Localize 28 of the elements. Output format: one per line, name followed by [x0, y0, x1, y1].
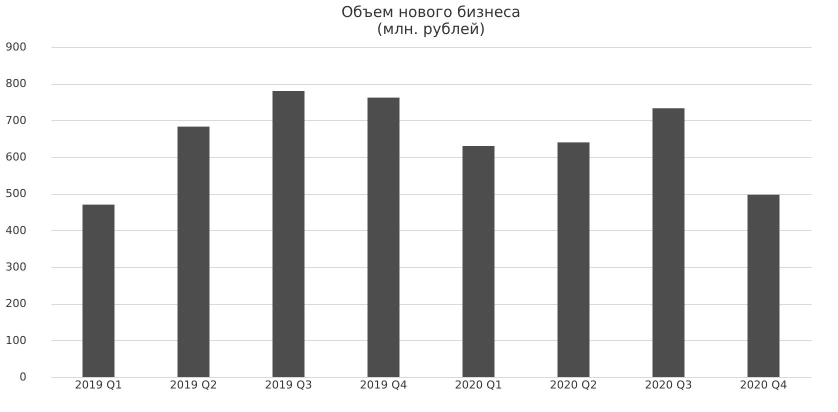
y-tick-label: 700: [6, 114, 26, 127]
y-tick-label: 500: [6, 187, 26, 200]
y-tick-label: 200: [6, 297, 26, 310]
text: Объем нового бизнеса: [341, 3, 521, 21]
y-tick-label: 0: [20, 370, 26, 384]
bar: [558, 142, 590, 377]
bar: [462, 146, 494, 377]
text: (млн. рублей): [376, 20, 486, 38]
y-tick-label: 800: [6, 77, 26, 90]
x-tick-label: 2020 Q1: [454, 378, 502, 392]
x-tick-label: 2020 Q4: [740, 378, 788, 392]
x-tick-label: 2019 Q2: [170, 378, 218, 392]
x-tick-label: 2019 Q3: [264, 378, 312, 392]
bar: [368, 98, 400, 377]
bar: [272, 91, 304, 377]
y-tick-label: 600: [6, 150, 26, 164]
x-tick-label: 2020 Q2: [550, 378, 598, 392]
y-tick-label: 100: [6, 334, 26, 347]
y-tick-label: 900: [6, 40, 26, 54]
x-tick-label: 2019 Q1: [74, 378, 122, 392]
y-tick-label: 300: [6, 260, 26, 274]
bar: [178, 126, 210, 377]
bar: [652, 108, 684, 377]
x-tick-label: 2019 Q4: [360, 378, 408, 392]
y-tick-label: 400: [6, 224, 26, 237]
bar: [748, 194, 780, 377]
bar: [82, 204, 114, 377]
x-tick-label: 2020 Q3: [644, 378, 692, 392]
